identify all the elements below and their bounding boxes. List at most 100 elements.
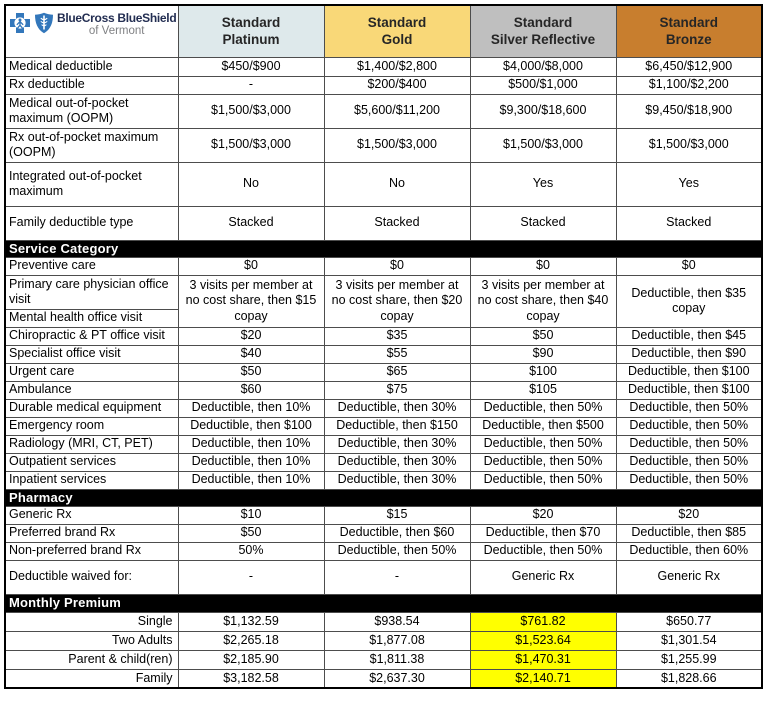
plan-header-bronze: Standard Bronze (615, 4, 763, 58)
table-row-ambulance: Ambulance $60 $75 $105 Deductible, then $100 (4, 380, 763, 400)
table-row-chiropractic-pt-office-visit: Chiropractic & PT office visit $20 $35 $50 D… (4, 326, 763, 346)
value-cell: $2,185.90 (177, 649, 325, 670)
bcbs-cross-icon (9, 11, 31, 34)
row-label: Primary care physician office visit (4, 274, 179, 310)
value-cell: Deductible, then 50% (615, 398, 763, 418)
bcbsvt-logo: BlueCross BlueShield of Vermont (9, 11, 177, 38)
table-row-inpatient-services: Inpatient services Deductible, then 10% De… (4, 470, 763, 490)
value-cell: 50% (177, 541, 325, 561)
value-cell: $1,132.59 (177, 611, 325, 632)
row-label: Rx deductible (4, 75, 179, 95)
table-row-generic-rx: Generic Rx $10 $15 $20 $20 (4, 505, 763, 525)
value-cell: $0 (469, 256, 617, 276)
row-label: Preferred brand Rx (4, 523, 179, 543)
table-row-two-adults: Two Adults $2,265.18 $1,877.08 $1,523.64 $1,… (4, 630, 763, 651)
value-cell: $0 (323, 256, 471, 276)
row-label: Ambulance (4, 380, 179, 400)
table-row-rx-deductible: Rx deductible - $200/$400 $500/$1,000 $1,100… (4, 75, 763, 95)
value-cell: Deductible, then 10% (177, 470, 325, 490)
value-cell: Deductible, then $150 (323, 416, 471, 436)
value-cell: $105 (469, 380, 617, 400)
value-cell: Deductible, then $45 (615, 326, 763, 346)
value-cell: $1,500/$3,000 (469, 127, 617, 163)
benefits-comparison-table: BlueCross BlueShield of Vermont Standard… (4, 4, 763, 689)
value-cell: Generic Rx (615, 559, 763, 595)
value-cell: $75 (323, 380, 471, 400)
value-cell: Stacked (323, 205, 471, 241)
value-cell: $15 (323, 505, 471, 525)
value-cell: Deductible, then 50% (615, 434, 763, 454)
table-row-rx-out-of-pocket-maximum-oopm: Rx out-of-pocket maximum (OOPM) $1,500/$3… (4, 127, 763, 163)
row-label: Integrated out-of-pocket maximum (4, 161, 179, 207)
row-label: Chiropractic & PT office visit (4, 326, 179, 346)
section-header-monthly-premium: Monthly Premium (4, 593, 763, 613)
value-cell: Deductible, then 50% (469, 470, 617, 490)
section-label: Monthly Premium (4, 593, 763, 613)
value-cell: $938.54 (323, 611, 471, 632)
value-cell: $5,600/$11,200 (323, 93, 471, 129)
row-label: Durable medical equipment (4, 398, 179, 418)
value-cell: Deductible, then 50% (469, 452, 617, 472)
value-cell: Yes (615, 161, 763, 207)
value-cell: Deductible, then $35 copay (615, 274, 763, 328)
value-cell: Deductible, then 50% (469, 398, 617, 418)
row-label: Deductible waived for: (4, 559, 179, 595)
value-cell: Deductible, then 50% (323, 541, 471, 561)
section-header-pharmacy: Pharmacy (4, 488, 763, 507)
row-label: Specialist office visit (4, 344, 179, 364)
value-cell: $1,500/$3,000 (177, 127, 325, 163)
row-label: Family (4, 668, 179, 689)
value-cell: $1,500/$3,000 (323, 127, 471, 163)
plan-header-platinum: Standard Platinum (177, 4, 325, 58)
value-cell: Generic Rx (469, 559, 617, 595)
value-cell: 3 visits per member at no cost share, th… (177, 274, 325, 328)
value-cell: $1,828.66 (615, 668, 763, 689)
section-label: Pharmacy (4, 488, 763, 507)
value-cell: No (177, 161, 325, 207)
value-cell: Deductible, then 30% (323, 434, 471, 454)
value-cell: $2,637.30 (323, 668, 471, 689)
value-cell: $60 (177, 380, 325, 400)
value-cell: $1,255.99 (615, 649, 763, 670)
row-label: Medical out-of-pocket maximum (OOPM) (4, 93, 179, 129)
value-cell: $1,811.38 (323, 649, 471, 670)
value-cell: Deductible, then 30% (323, 470, 471, 490)
table-row-urgent-care: Urgent care $50 $65 $100 Deductible, then $1… (4, 362, 763, 382)
value-cell: - (323, 559, 471, 595)
value-cell: $65 (323, 362, 471, 382)
plan-header-silver-reflective: Standard Silver Reflective (469, 4, 617, 58)
value-cell: Deductible, then 50% (469, 541, 617, 561)
value-cell: $100 (469, 362, 617, 382)
value-cell: $1,301.54 (615, 630, 763, 651)
row-label: Urgent care (4, 362, 179, 382)
row-label: Emergency room (4, 416, 179, 436)
table-row-single: Single $1,132.59 $938.54 $761.82 $650.77 (4, 611, 763, 632)
value-cell: $1,100/$2,200 (615, 75, 763, 95)
value-cell: Deductible, then $85 (615, 523, 763, 543)
value-cell: $200/$400 (323, 75, 471, 95)
row-label: Generic Rx (4, 505, 179, 525)
highlighted-value-cell: $1,470.31 (469, 649, 617, 670)
table-row-radiology-mri-ct-pet: Radiology (MRI, CT, PET) Deductible, then… (4, 434, 763, 454)
value-cell: 3 visits per member at no cost share, th… (469, 274, 617, 328)
value-cell: Deductible, then 10% (177, 452, 325, 472)
value-cell: $35 (323, 326, 471, 346)
value-cell: $0 (177, 256, 325, 276)
value-cell: $10 (177, 505, 325, 525)
table-row-preferred-brand-rx: Preferred brand Rx $50 Deductible, then $6… (4, 523, 763, 543)
value-cell: Deductible, then $500 (469, 416, 617, 436)
row-label: Non-preferred brand Rx (4, 541, 179, 561)
value-cell: Deductible, then 10% (177, 434, 325, 454)
value-cell: $1,877.08 (323, 630, 471, 651)
value-cell: $6,450/$12,900 (615, 56, 763, 77)
table-row-parent-child-ren: Parent & child(ren) $2,185.90 $1,811.38 $1,… (4, 649, 763, 670)
highlighted-value-cell: $2,140.71 (469, 668, 617, 689)
value-cell: $1,500/$3,000 (615, 127, 763, 163)
value-cell: Deductible, then 50% (615, 452, 763, 472)
value-cell: Deductible, then $100 (615, 362, 763, 382)
value-cell: $20 (469, 505, 617, 525)
value-cell: - (177, 75, 325, 95)
value-cell: Deductible, then 60% (615, 541, 763, 561)
value-cell: $0 (615, 256, 763, 276)
value-cell: Deductible, then $60 (323, 523, 471, 543)
